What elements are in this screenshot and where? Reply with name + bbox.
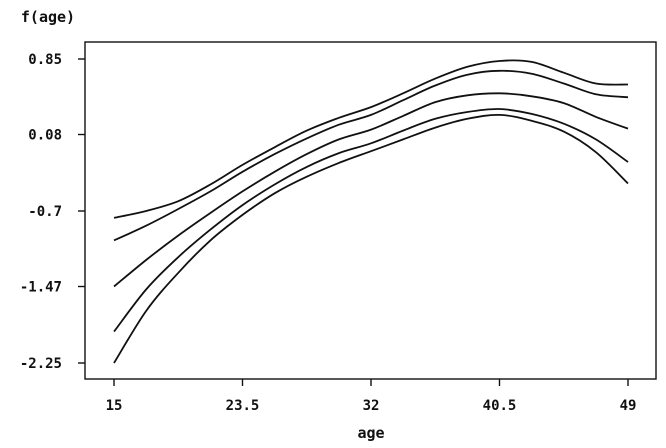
y-axis-title: f(age) [21,8,75,26]
y-tick-label: 0.08 [28,128,62,144]
x-tick-label: 23.5 [226,398,260,414]
curves [113,59,629,364]
x-axis-title: age [357,424,384,442]
y-tick-label: 0.85 [28,52,62,68]
x-tick-label: 32 [363,398,380,414]
series-line-2 [113,69,629,242]
x-axis: 15 23.5 32 40.5 49 [106,379,637,414]
y-tick-label: -2.25 [20,356,62,372]
x-tick-label: 49 [620,398,637,414]
series-line-4 [113,108,629,333]
x-tick-label: 40.5 [483,398,517,414]
y-tick-label: -1.47 [20,280,62,296]
series-line-5 [113,113,629,364]
x-tick-label: 15 [106,398,123,414]
plot-frame [84,41,657,380]
series-line-3 [113,92,629,288]
series-line-1 [113,59,629,219]
y-axis: 0.85 0.08 -0.7 -1.47 -2.25 [20,52,85,372]
y-tick-label: -0.7 [28,204,62,220]
